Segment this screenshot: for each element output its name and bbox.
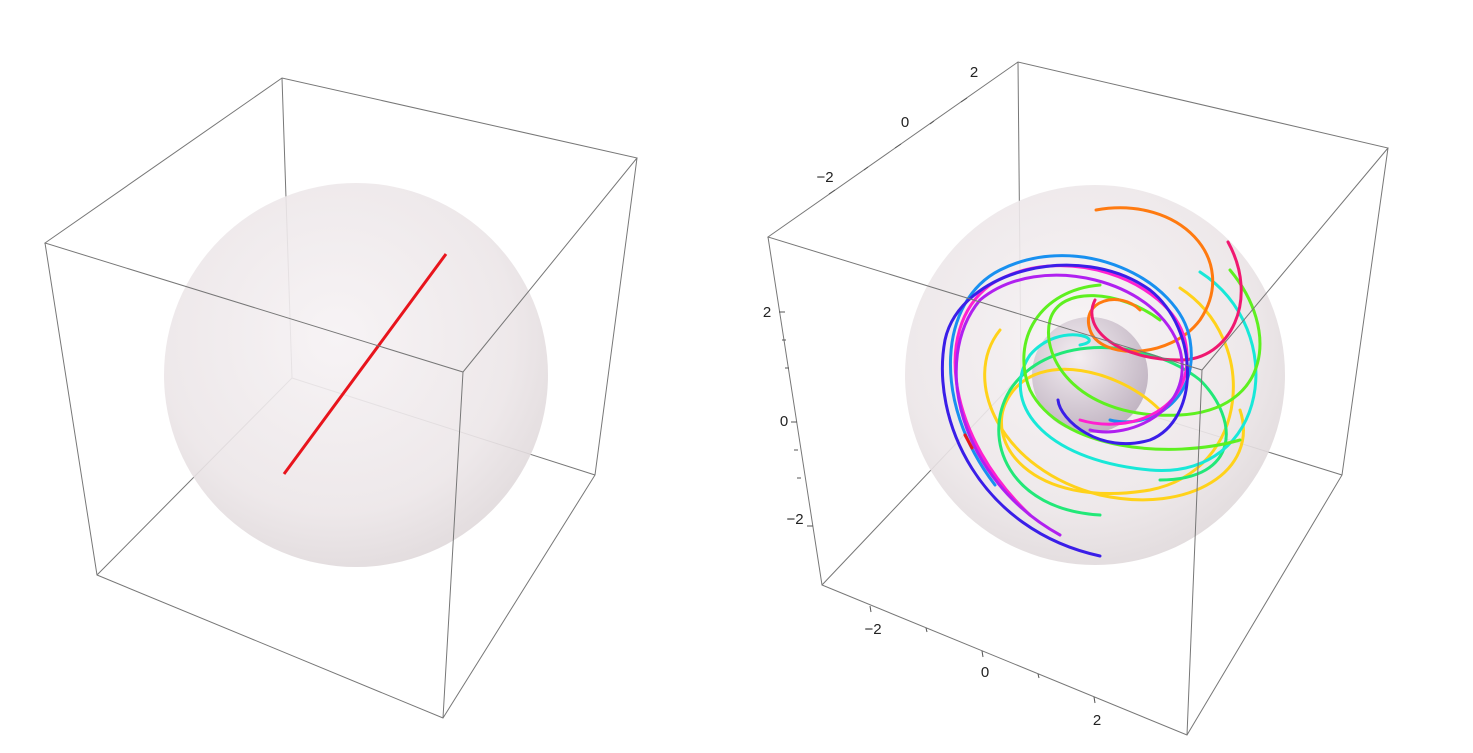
trajectory — [963, 433, 974, 450]
trajectory — [954, 273, 1184, 537]
box-front-edges — [766, 61, 1389, 736]
trajectory — [983, 328, 1245, 502]
trajectory — [1090, 240, 1243, 362]
box-front-edges — [43, 77, 638, 719]
trajectories — [940, 206, 1262, 558]
trajectory — [1022, 283, 1242, 451]
tick-marks — [779, 97, 1096, 704]
axis-tick-label: 2 — [1093, 712, 1101, 729]
trajectory — [1000, 286, 1235, 496]
trajectory — [282, 253, 448, 475]
axis-tick-label: 0 — [981, 664, 989, 681]
axis-tick-label: 2 — [763, 304, 771, 321]
trajectory — [948, 254, 1193, 487]
axis-tick-label: 0 — [901, 114, 909, 131]
axis-tick-label: −2 — [816, 169, 833, 186]
axis-tick-label: 2 — [970, 64, 978, 81]
axis-tick-label: −2 — [786, 511, 803, 528]
left-plot — [43, 77, 638, 719]
axis-tick-label: 0 — [780, 413, 788, 430]
axis-tick-label: −2 — [864, 621, 881, 638]
trajectory — [1047, 268, 1262, 417]
right-plot: −2 0 2 2 0 −2 −2 0 2 — [763, 61, 1389, 736]
trajectory — [940, 263, 1189, 558]
trajectory — [1086, 206, 1214, 353]
